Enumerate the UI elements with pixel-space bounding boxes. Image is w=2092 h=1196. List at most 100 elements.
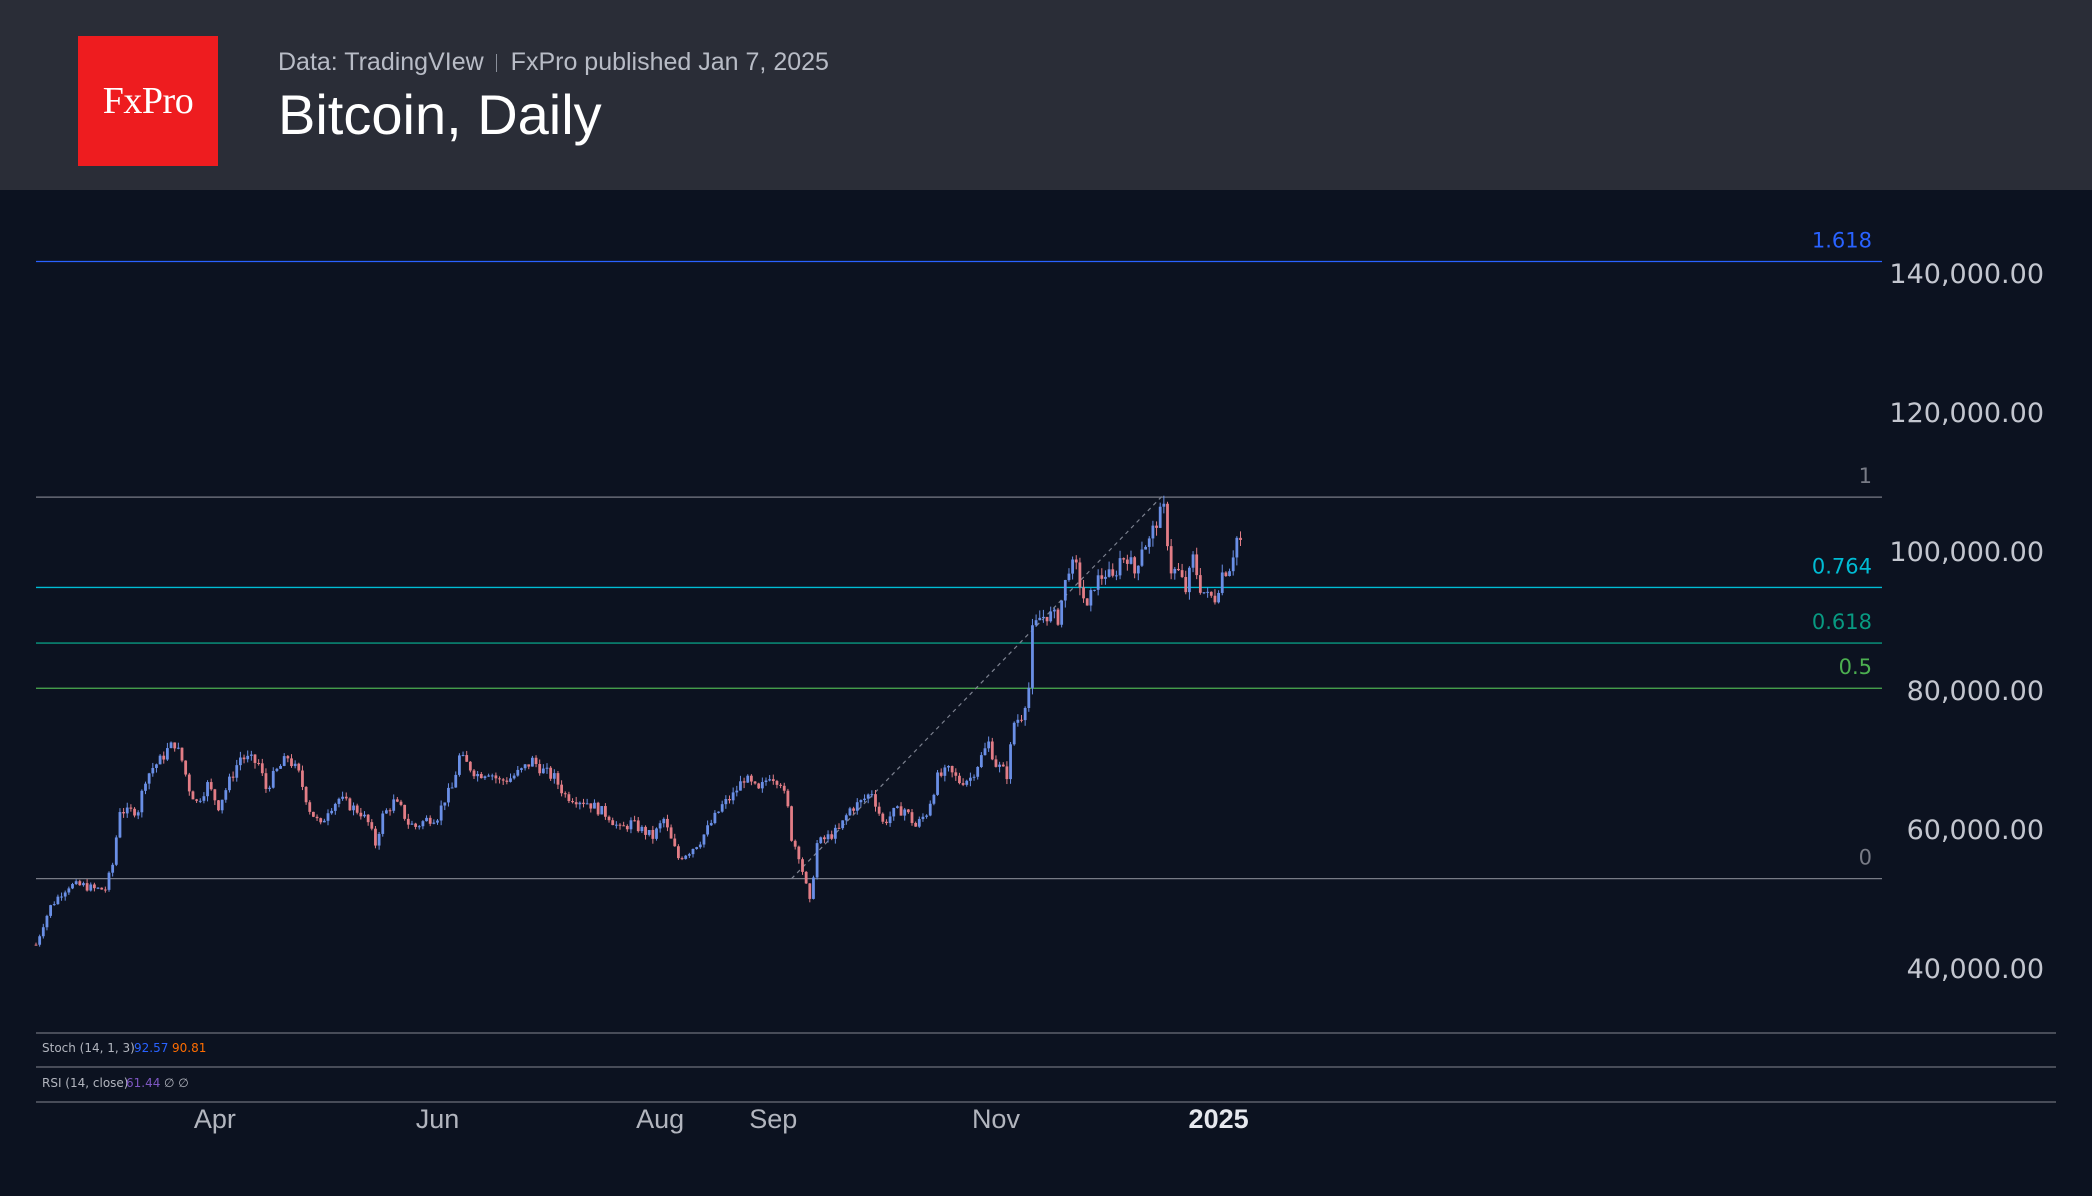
candle-body (771, 779, 775, 782)
candle-body (213, 789, 217, 801)
candle-body (680, 858, 684, 860)
meta-separator (495, 53, 497, 72)
candle-body (782, 785, 786, 791)
candle-body (709, 823, 713, 826)
candle-body (538, 764, 542, 774)
candle-body (388, 810, 392, 812)
candle-body (122, 812, 125, 814)
candle-body (819, 837, 823, 844)
time-tick-label: Sep (749, 1104, 797, 1134)
stoch-k-value: 92.57 (134, 1041, 168, 1055)
candle-body (235, 765, 239, 778)
candle-body (326, 813, 330, 821)
candle-body (1078, 562, 1082, 588)
candle-body (461, 755, 465, 757)
candle-body (552, 773, 556, 779)
candle-body (304, 786, 308, 803)
candle-body (1082, 587, 1085, 599)
candlesticks (34, 495, 1242, 947)
candle-body (111, 864, 115, 873)
candle-body (45, 915, 49, 928)
candle-body (114, 837, 118, 865)
candle-body (85, 883, 89, 891)
candle-body (742, 781, 746, 783)
time-tick-label: Aug (636, 1104, 684, 1134)
candle-body (450, 787, 454, 789)
candle-body (760, 782, 764, 789)
candle-body (89, 884, 93, 891)
candle-body (1100, 575, 1104, 579)
candle-body (1122, 558, 1126, 560)
candle-body (936, 772, 939, 795)
price-tick-label: 60,000.00 (1907, 815, 2044, 846)
price-tick-label: 40,000.00 (1907, 954, 2044, 985)
candle-body (859, 800, 863, 803)
candle-body (1012, 722, 1016, 745)
candle-body (870, 794, 874, 796)
candle-body (910, 812, 914, 823)
candle-body (34, 944, 38, 946)
candle-body (1096, 575, 1100, 590)
candle-body (249, 754, 253, 756)
candle-body (976, 766, 980, 777)
candle-body (972, 776, 976, 778)
price-axis[interactable]: 40,000.00 60,000.00 80,000.00 100,000.00 120… (1889, 259, 2044, 985)
candle-body (1140, 549, 1144, 566)
candle-body (958, 775, 961, 784)
candle-body (447, 787, 450, 803)
candle-body (158, 755, 162, 765)
candle-body (1111, 569, 1115, 576)
candle-body (855, 802, 859, 811)
candle-body (523, 764, 527, 769)
candle-body (655, 828, 658, 839)
candle-body (1115, 575, 1118, 577)
candle-body (1177, 568, 1180, 571)
candle-body (443, 802, 447, 806)
candle-body (293, 763, 297, 767)
rsi-extra: ∅ ∅ (164, 1076, 189, 1090)
candle-body (1001, 764, 1005, 767)
candle-body (757, 783, 761, 789)
candle-body (1009, 744, 1012, 780)
time-axis[interactable]: Apr Jun Aug Sep Nov 2025 (194, 1104, 1249, 1134)
candle-body (355, 805, 359, 813)
chart-meta: Data: TradingVIew FxPro published Jan 7,… (278, 48, 829, 77)
candle-body (344, 796, 348, 799)
candle-body (312, 811, 315, 817)
candle-body (1089, 590, 1093, 606)
candle-body (1231, 557, 1235, 572)
candle-body (1206, 591, 1210, 593)
candle-body (728, 798, 731, 801)
candle-body (658, 823, 662, 829)
candle-body (242, 757, 246, 760)
candle-body (899, 806, 903, 816)
candle-body (1052, 609, 1056, 612)
candle-body (1093, 589, 1096, 591)
candle-body (406, 818, 410, 825)
fib-label-0.618: 0.618 (1812, 610, 1872, 634)
fxpro-logo: FxPro (78, 36, 218, 166)
candle-body (468, 761, 472, 771)
trend-line-segment (791, 493, 1165, 880)
chart-title: Bitcoin, Daily (278, 83, 602, 146)
indicator-panes: Stoch (14, 1, 3) 92.57 90.81 RSI (14, cl… (36, 1032, 2056, 1103)
candle-body (487, 775, 490, 777)
candle-body (195, 799, 198, 801)
candle-body (812, 877, 815, 899)
candle-body (144, 783, 147, 791)
candle-body (275, 768, 279, 771)
candle-body (187, 774, 191, 792)
candle-body (1188, 567, 1191, 593)
candle-body (801, 859, 804, 872)
candle-body (432, 822, 436, 824)
candle-body (1158, 506, 1162, 528)
candle-body (1220, 572, 1224, 593)
candle-body (582, 802, 585, 804)
candle-body (684, 855, 688, 859)
candle-body (410, 823, 414, 825)
candle-body (713, 812, 717, 824)
candle-body (1074, 559, 1078, 563)
candle-body (1173, 568, 1177, 574)
candle-body (987, 741, 991, 749)
